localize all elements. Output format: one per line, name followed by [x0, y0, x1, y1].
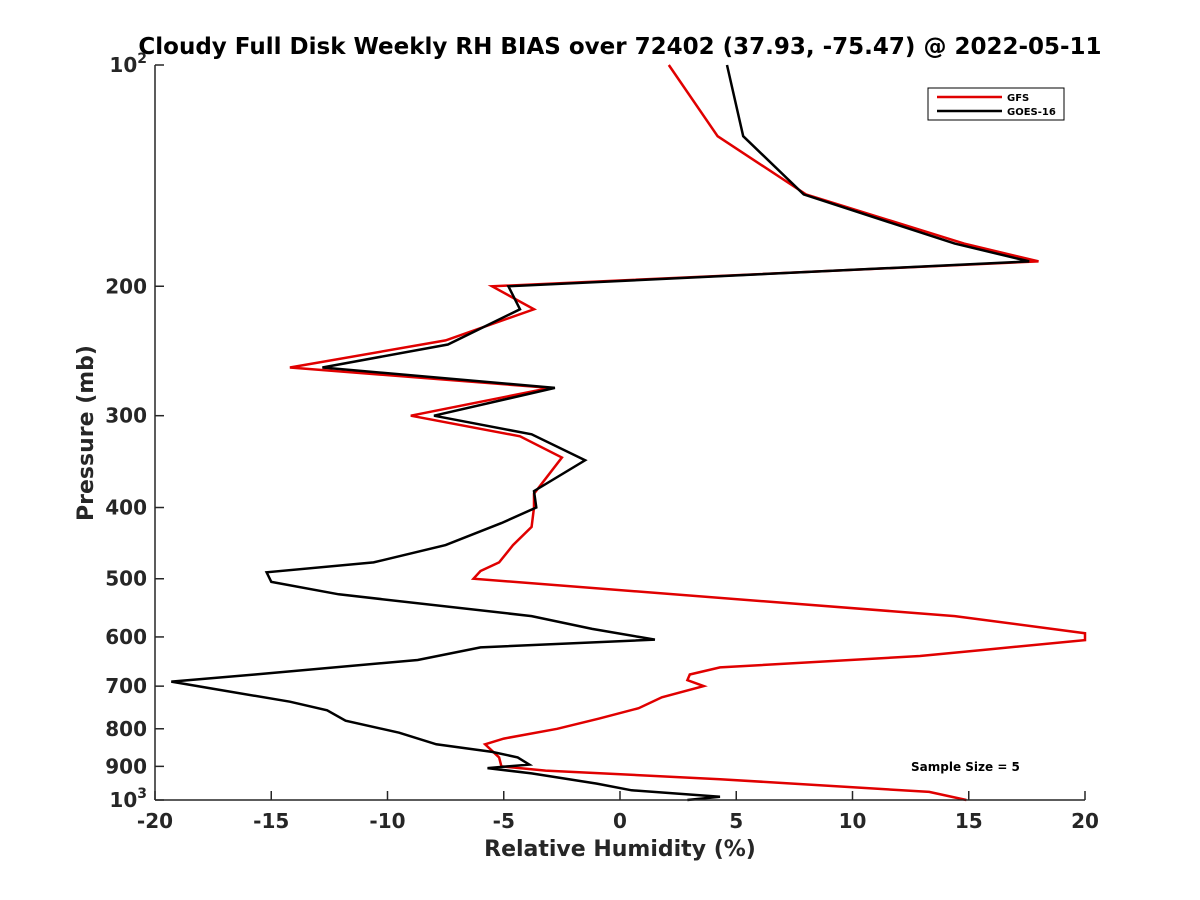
sample-size-annotation: Sample Size = 5: [911, 760, 1020, 774]
y-tick-label: 102: [109, 51, 147, 77]
legend: GFS GOES-16: [927, 87, 1065, 121]
y-tick-label: 800: [105, 717, 147, 741]
x-axis-label: Relative Humidity (%): [484, 837, 756, 862]
y-tick-label: 600: [105, 625, 147, 649]
y-tick-label: 400: [105, 496, 147, 520]
x-tick-label: -10: [369, 809, 405, 833]
x-tick-label: 15: [955, 809, 983, 833]
y-ticks: 102 200 300 400 500 600 700 800 900 103: [105, 51, 164, 812]
y-tick-label: 300: [105, 404, 147, 428]
legend-label-goes16: GOES-16: [1007, 107, 1056, 118]
x-tick-label: -20: [137, 809, 173, 833]
series-line-goes16: [171, 64, 1030, 802]
y-tick-label: 200: [105, 274, 147, 298]
chart-title: Cloudy Full Disk Weekly RH BIAS over 724…: [138, 34, 1101, 60]
x-tick-label: 5: [729, 809, 743, 833]
x-tick-label: 0: [613, 809, 627, 833]
legend-label-gfs: GFS: [1007, 93, 1029, 104]
y-tick-label: 700: [105, 674, 147, 698]
x-tick-label: 20: [1071, 809, 1099, 833]
x-tick-label: 10: [839, 809, 867, 833]
x-tick-label: -5: [493, 809, 515, 833]
y-tick-label: 103: [109, 786, 147, 812]
legend-box: [927, 87, 1065, 121]
series-layer: [171, 64, 1087, 802]
x-tick-label: -15: [253, 809, 289, 833]
y-tick-label: 500: [105, 567, 147, 591]
y-axis-label: Pressure (mb): [74, 345, 99, 521]
y-tick-label: 900: [105, 754, 147, 778]
x-ticks: -20 -15 -10 -5 0 5 10 15 20: [137, 791, 1099, 833]
